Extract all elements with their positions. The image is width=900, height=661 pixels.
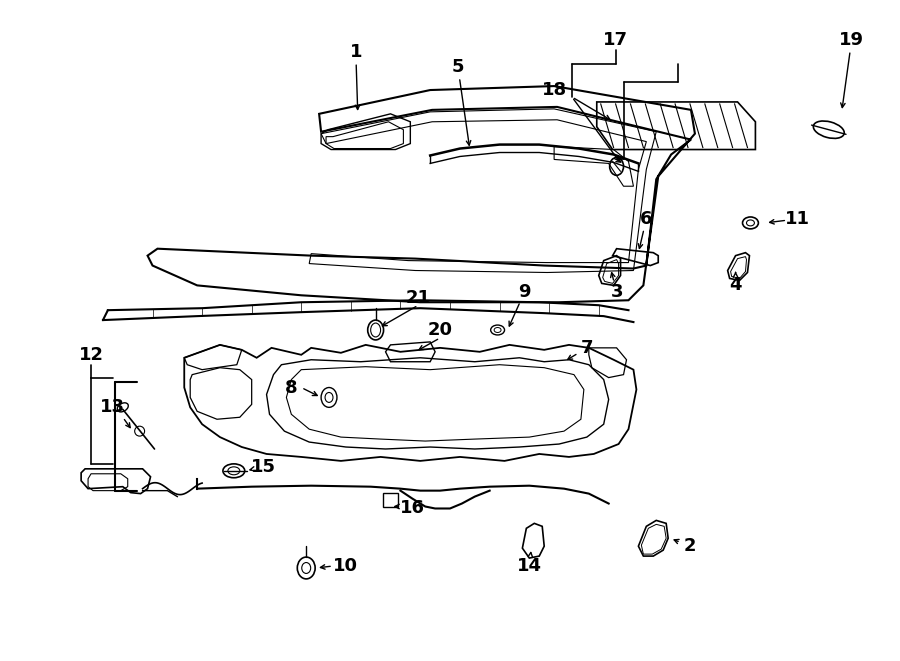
Text: 4: 4 bbox=[729, 276, 742, 294]
Ellipse shape bbox=[368, 320, 383, 340]
Text: 10: 10 bbox=[333, 557, 358, 575]
Text: 21: 21 bbox=[406, 290, 431, 307]
Text: 18: 18 bbox=[542, 81, 567, 99]
Ellipse shape bbox=[297, 557, 315, 579]
Text: 12: 12 bbox=[78, 346, 104, 364]
Text: 20: 20 bbox=[428, 321, 453, 339]
Text: 13: 13 bbox=[101, 399, 125, 416]
Text: 19: 19 bbox=[839, 32, 864, 50]
Bar bbox=[382, 492, 399, 506]
Ellipse shape bbox=[321, 387, 337, 407]
Text: 16: 16 bbox=[400, 500, 425, 518]
Text: 6: 6 bbox=[640, 210, 652, 228]
Text: 2: 2 bbox=[684, 537, 697, 555]
Text: 17: 17 bbox=[603, 32, 628, 50]
Ellipse shape bbox=[491, 325, 505, 335]
Text: 1: 1 bbox=[349, 44, 362, 61]
Text: 8: 8 bbox=[285, 379, 298, 397]
Ellipse shape bbox=[223, 464, 245, 478]
Text: 9: 9 bbox=[518, 284, 531, 301]
Text: 15: 15 bbox=[251, 458, 276, 476]
Text: 3: 3 bbox=[610, 284, 623, 301]
Text: 11: 11 bbox=[785, 210, 810, 228]
Text: 7: 7 bbox=[580, 339, 593, 357]
Text: 14: 14 bbox=[517, 557, 542, 575]
Text: 5: 5 bbox=[452, 58, 464, 76]
